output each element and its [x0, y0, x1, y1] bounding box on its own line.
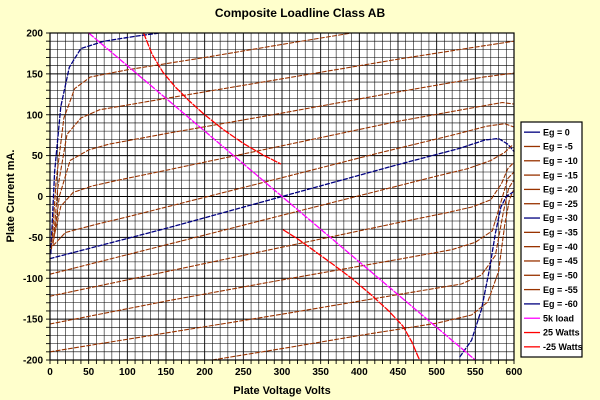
series-eg-35[interactable] — [49, 145, 513, 275]
series-curves — [49, 32, 515, 361]
legend-item-eg-40[interactable]: Eg = -40 — [524, 242, 578, 252]
legend-label-eg-5: Eg = -5 — [543, 142, 573, 152]
legend-label-eg-15: Eg = -15 — [543, 170, 578, 180]
legend-label-25-watts: -25 Watts — [543, 342, 583, 352]
plot-area[interactable]: 0 50 100 150 200 250 300 350 400 450 500 550 6002001… — [23, 29, 523, 379]
chart-title: Composite Loadline Class AB — [215, 6, 386, 20]
legend-label-eg-60: Eg = -60 — [543, 299, 578, 309]
x-tick-label-400: 400 — [351, 367, 368, 378]
y-tick-label--100: -100 — [23, 274, 43, 285]
x-tick-label-600: 600 — [506, 367, 523, 378]
legend-item-eg-30[interactable]: Eg = -30 — [524, 213, 578, 223]
legend-label-eg-10: Eg = -10 — [543, 156, 578, 166]
x-tick-label-300: 300 — [274, 367, 291, 378]
tick-labels: 0 50 100 150 200 250 300 350 400 450 500 550 6002001… — [23, 29, 523, 379]
series-eg-10[interactable] — [52, 40, 515, 245]
y-tick-label--150: -150 — [23, 315, 43, 326]
series-25-watts[interactable] — [142, 32, 282, 165]
legend-item-5k-load[interactable]: 5k load — [524, 313, 574, 323]
legend-label-eg-25: Eg = -25 — [543, 199, 578, 209]
legend-label-eg-45: Eg = -45 — [543, 256, 578, 266]
series-eg-55[interactable] — [211, 190, 514, 361]
legend-label-eg-30: Eg = -30 — [543, 213, 578, 223]
series-eg-50[interactable] — [49, 180, 514, 353]
axis-ticks — [46, 32, 515, 364]
legend-label-25-watts: 25 Watts — [543, 328, 580, 338]
series-eg-20[interactable] — [54, 101, 515, 235]
legend-item-25-watts[interactable]: 25 Watts — [524, 328, 580, 338]
series-eg-45[interactable] — [49, 171, 515, 325]
legend-label-eg-0: Eg = 0 — [543, 127, 570, 137]
legend-item-eg-20[interactable]: Eg = -20 — [524, 185, 578, 195]
series-eg-5[interactable] — [50, 32, 353, 250]
y-tick-label--200: -200 — [23, 356, 43, 367]
legend[interactable]: Eg = 0 Eg = -5 Eg = -10 Eg = -15 Eg = -20 Eg … — [520, 121, 583, 358]
legend-item-eg-10[interactable]: Eg = -10 — [524, 156, 578, 166]
legend-item-eg-60[interactable]: Eg = -60 — [524, 299, 578, 309]
x-tick-label-250: 250 — [235, 367, 252, 378]
y-tick-label-200: 200 — [26, 29, 43, 40]
legend-label-eg-20: Eg = -20 — [543, 185, 578, 195]
x-tick-label-100: 100 — [119, 367, 136, 378]
x-tick-label-50: 50 — [83, 367, 95, 378]
y-tick-label-100: 100 — [26, 110, 43, 121]
series-eg-60[interactable] — [459, 191, 514, 358]
x-tick-label-450: 450 — [390, 367, 407, 378]
y-tick-label--50: -50 — [29, 233, 44, 244]
legend-item-eg-5[interactable]: Eg = -5 — [524, 142, 573, 152]
y-axis-title: Plate Current mA. — [5, 150, 17, 243]
legend-item-eg-35[interactable]: Eg = -35 — [524, 228, 578, 238]
legend-label-eg-50: Eg = -50 — [543, 270, 578, 280]
legend-item-eg-25[interactable]: Eg = -25 — [524, 199, 578, 209]
x-tick-label-200: 200 — [196, 367, 213, 378]
series-eg-0[interactable] — [50, 32, 161, 255]
legend-label-eg-55: Eg = -55 — [543, 285, 578, 295]
x-tick-label-0: 0 — [47, 367, 53, 378]
series-5k-load[interactable] — [88, 32, 476, 361]
legend-item-eg-55[interactable]: Eg = -55 — [524, 285, 578, 295]
x-tick-label-500: 500 — [428, 367, 445, 378]
x-tick-label-550: 550 — [467, 367, 484, 378]
x-axis-title: Plate Voltage Volts — [233, 385, 330, 397]
series-eg-30[interactable] — [49, 137, 515, 260]
y-tick-label-150: 150 — [26, 69, 43, 80]
legend-label-eg-40: Eg = -40 — [543, 242, 578, 252]
series-eg-15[interactable] — [53, 72, 515, 240]
x-tick-label-150: 150 — [158, 367, 175, 378]
y-tick-label-50: 50 — [32, 151, 44, 162]
legend-item-eg-45[interactable]: Eg = -45 — [524, 256, 578, 266]
legend-label-eg-35: Eg = -35 — [543, 228, 578, 238]
series-25-watts[interactable] — [282, 229, 421, 361]
series-eg-25[interactable] — [52, 123, 515, 247]
x-tick-label-350: 350 — [312, 367, 329, 378]
legend-item-eg-50[interactable]: Eg = -50 — [524, 270, 578, 280]
legend-label-5k-load: 5k load — [543, 313, 574, 323]
legend-item-eg-15[interactable]: Eg = -15 — [524, 170, 578, 180]
y-tick-label-0: 0 — [37, 192, 43, 203]
series-eg-40[interactable] — [49, 161, 515, 297]
legend-item-eg-0[interactable]: Eg = 0 — [524, 127, 570, 137]
legend-item-25-watts[interactable]: -25 Watts — [524, 342, 583, 352]
